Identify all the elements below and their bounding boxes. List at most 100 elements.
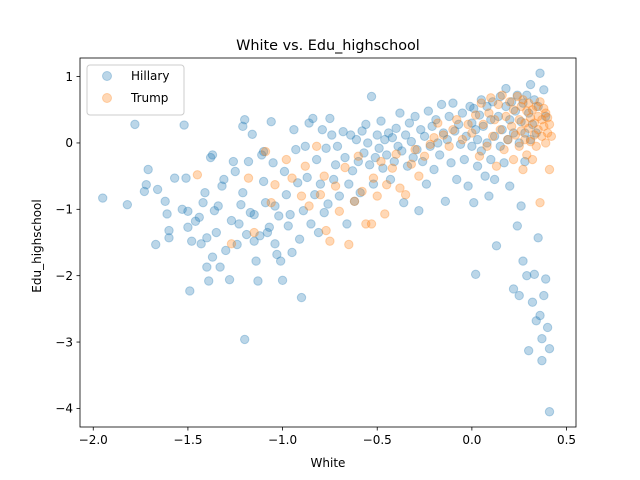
y-tick-label: −2 (55, 269, 73, 283)
data-point (410, 111, 420, 122)
data-point (344, 179, 354, 189)
data-point (289, 124, 299, 135)
data-point (491, 161, 502, 171)
data-point (274, 211, 284, 221)
data-point (497, 124, 507, 135)
data-point (544, 343, 555, 354)
data-point (486, 115, 496, 125)
data-point (243, 156, 254, 167)
data-point (510, 130, 521, 140)
data-point (518, 256, 528, 266)
data-point (495, 141, 505, 151)
data-point (391, 123, 401, 134)
data-point (270, 180, 280, 190)
data-point (294, 234, 305, 244)
data-point (200, 188, 210, 198)
data-point (313, 227, 324, 238)
data-point (344, 239, 354, 250)
data-point (514, 138, 524, 148)
data-point (323, 199, 333, 209)
data-point (523, 123, 534, 134)
data-point (213, 201, 223, 211)
data-point (122, 199, 133, 210)
data-point (321, 143, 331, 153)
data-point (408, 152, 418, 163)
data-point (207, 252, 218, 262)
data-point (272, 249, 282, 260)
data-point (357, 186, 367, 197)
data-point (433, 118, 443, 128)
data-point (525, 79, 536, 90)
data-point (539, 121, 549, 132)
data-point (351, 134, 362, 145)
data-point (501, 111, 511, 122)
data-point (330, 160, 341, 170)
data-point (516, 126, 526, 136)
x-tick-label: 0.5 (557, 433, 576, 447)
data-point (340, 152, 350, 163)
data-point (537, 355, 547, 366)
data-point (383, 128, 394, 138)
data-point (520, 128, 530, 138)
legend-label-hillary: Hillary (131, 69, 169, 83)
data-point (164, 233, 174, 243)
data-point (419, 151, 430, 161)
data-point (368, 173, 379, 183)
data-point (425, 139, 435, 149)
data-point (514, 141, 524, 151)
y-tick-label: 0 (65, 136, 73, 150)
data-point (527, 297, 538, 307)
x-axis-label: White (311, 456, 346, 470)
y-tick-label: −1 (55, 203, 73, 217)
data-point (372, 191, 382, 201)
data-point (304, 201, 314, 211)
data-point (255, 231, 265, 241)
data-point (497, 90, 507, 100)
data-point (410, 144, 420, 155)
data-point (438, 128, 449, 138)
data-point (249, 209, 259, 220)
data-point (533, 111, 543, 122)
data-point (366, 219, 377, 229)
data-point (194, 212, 204, 222)
data-point (505, 97, 515, 107)
data-point (202, 233, 212, 243)
data-point (489, 174, 500, 185)
data-point (469, 103, 479, 114)
data-point (266, 117, 276, 127)
x-tick-label: 0.0 (462, 433, 481, 447)
data-point (315, 190, 326, 200)
data-point (414, 205, 424, 216)
data-point (374, 143, 384, 153)
data-point (463, 119, 473, 130)
data-point (296, 191, 307, 201)
data-point (169, 173, 180, 183)
data-point (228, 156, 239, 167)
data-point (527, 154, 538, 165)
data-point (457, 108, 468, 118)
data-point (366, 91, 377, 102)
data-point (535, 68, 545, 78)
data-point (476, 95, 487, 105)
data-point (488, 97, 498, 107)
data-point (277, 275, 288, 286)
data-point (230, 166, 240, 177)
data-point (459, 154, 470, 165)
data-point (448, 124, 458, 135)
legend-marker-hillary (102, 71, 112, 81)
data-point (510, 106, 521, 116)
data-point (489, 115, 500, 125)
data-point (285, 209, 295, 220)
data-point (240, 334, 250, 345)
data-point (518, 95, 528, 105)
data-point (444, 111, 454, 122)
data-point (376, 156, 386, 167)
data-point (525, 113, 536, 123)
data-point (461, 131, 471, 142)
y-axis-ticks: 1 0 −1 −2 −3 −4 (55, 70, 80, 416)
data-point (338, 126, 348, 137)
data-point (434, 150, 445, 160)
data-point (226, 215, 237, 226)
data-point (467, 128, 477, 138)
data-point (186, 236, 197, 246)
